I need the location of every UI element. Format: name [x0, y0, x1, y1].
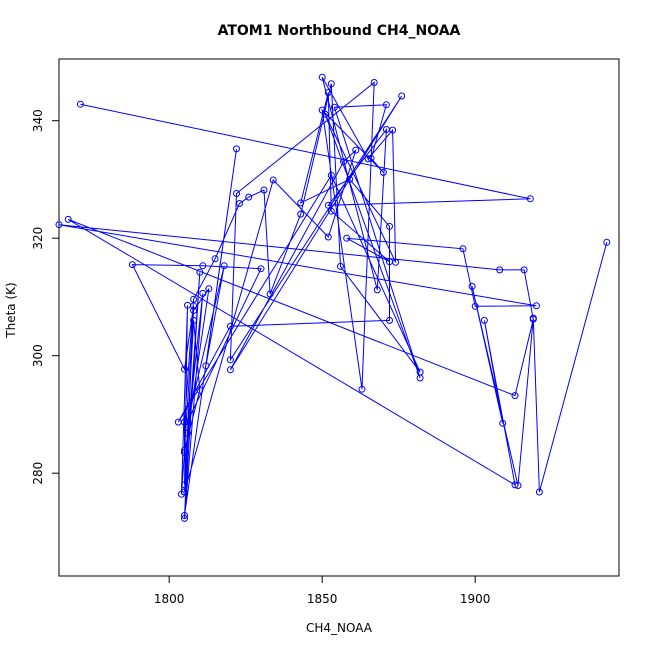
data-point [398, 92, 406, 100]
data-point [324, 89, 332, 96]
data-point [416, 368, 424, 376]
data-point [327, 80, 335, 88]
data-point [603, 238, 611, 246]
data-point [382, 101, 390, 109]
data-point [190, 316, 198, 324]
data-point [177, 490, 185, 498]
data-point [327, 207, 335, 215]
data-point [174, 418, 182, 426]
series-line [58, 76, 608, 519]
data-point [337, 262, 344, 270]
data-point [64, 215, 72, 223]
data-point [260, 186, 268, 194]
data-point [233, 145, 240, 153]
y-axis: 280 300 320 340 [31, 109, 60, 485]
x-axis-label: CH4_NOAA [306, 621, 373, 635]
data-point [181, 449, 188, 457]
data-point [220, 262, 228, 270]
data-point [266, 290, 274, 298]
data-point [379, 168, 387, 176]
data-point [358, 385, 366, 393]
data-point [327, 171, 335, 179]
data-point [297, 199, 305, 207]
data-point [226, 366, 234, 374]
data-point [471, 302, 479, 310]
data-point [367, 154, 375, 162]
data-point [496, 266, 504, 274]
data-point [352, 146, 360, 154]
data-point [181, 446, 188, 454]
data-point [190, 295, 198, 303]
data-point [226, 356, 234, 364]
data-point [468, 282, 476, 290]
x-tick-label: 1900 [460, 592, 491, 606]
data-point [184, 418, 191, 425]
data-point [181, 481, 188, 489]
data-point [236, 200, 243, 207]
data-point [205, 285, 213, 293]
data-point [373, 286, 381, 294]
data-point [202, 362, 210, 370]
data-point [480, 316, 488, 324]
data-point [386, 316, 393, 324]
data-point [226, 322, 234, 330]
data-point [181, 512, 188, 519]
data-point [196, 268, 204, 276]
data-point [346, 175, 354, 183]
y-tick-label: 320 [31, 227, 45, 250]
data-point [324, 233, 332, 241]
data-point [526, 195, 534, 203]
data-point [535, 488, 543, 496]
data-point [318, 73, 326, 81]
data-point [364, 155, 372, 163]
data-point [211, 255, 219, 263]
x-tick-label: 1850 [307, 592, 338, 606]
data-point [199, 289, 207, 297]
data-point [184, 429, 191, 437]
x-axis: 1800 1850 1900 [154, 575, 491, 606]
data-point [529, 314, 537, 322]
data-point [389, 126, 397, 134]
data-point [386, 222, 393, 230]
data-point [343, 234, 351, 242]
data-point [520, 266, 528, 274]
data-point [196, 386, 204, 394]
data-point [459, 245, 467, 253]
data-point [128, 261, 136, 269]
data-point [257, 265, 265, 273]
data-point [370, 79, 378, 86]
data-point [340, 158, 348, 166]
data-point [324, 201, 332, 209]
data-point [190, 307, 198, 314]
data-point [514, 482, 522, 489]
data-point [199, 262, 207, 270]
data-point [184, 301, 191, 309]
chart-title: ATOM1 Northbound CH4_NOAA [218, 23, 461, 39]
data-point [269, 176, 277, 184]
data-point [330, 103, 338, 111]
x-tick-label: 1800 [154, 592, 185, 606]
data-point [297, 210, 305, 218]
data-point [76, 100, 84, 108]
y-tick-label: 300 [31, 344, 45, 367]
series-layer [55, 73, 611, 522]
data-point [55, 221, 63, 229]
data-point [181, 514, 188, 522]
data-point [511, 481, 519, 489]
y-tick-label: 340 [31, 109, 45, 132]
data-point [233, 190, 240, 197]
data-point [386, 258, 393, 266]
data-point [511, 392, 519, 400]
data-point [318, 106, 326, 114]
data-point [245, 193, 253, 201]
y-axis-label: Theta (K) [4, 282, 18, 338]
data-point [532, 302, 540, 310]
y-tick-label: 280 [31, 462, 45, 485]
data-point [499, 419, 507, 427]
data-point [181, 365, 188, 373]
